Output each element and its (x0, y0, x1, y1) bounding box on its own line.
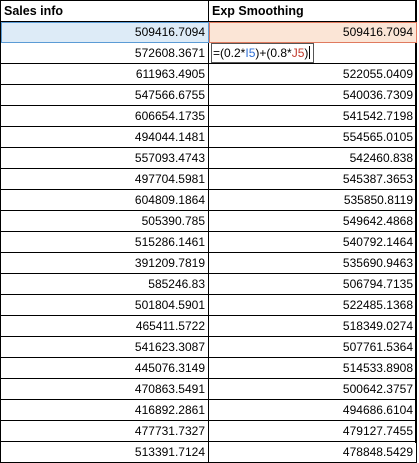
formula-ref-j5: J5 (291, 46, 305, 60)
sales-cell[interactable]: 606654.1735 (0, 105, 209, 127)
table-row: 505390.785 549642.4868 (0, 210, 417, 232)
smoothing-cell[interactable]: 549642.4868 (208, 210, 417, 232)
smoothing-cell[interactable]: 478848.5429 (208, 441, 417, 463)
formula-prefix: =(0.2* (213, 46, 246, 60)
sales-cell[interactable]: 541623.3087 (0, 336, 209, 358)
sales-cell[interactable]: 465411.5722 (0, 315, 209, 337)
table-row: 515286.1461 540792.1464 (0, 231, 417, 253)
sales-cell[interactable]: 501804.5901 (0, 294, 209, 316)
sales-cell[interactable]: 572608.3671 (0, 42, 209, 64)
table-row: 445076.3149 514533.8908 (0, 357, 417, 379)
smoothing-cell[interactable]: 518349.0274 (208, 315, 417, 337)
sales-cell[interactable]: 547566.6755 (0, 84, 209, 106)
table-row: 547566.6755 540036.7309 (0, 84, 417, 106)
formula-middle: )+(0.8* (255, 46, 292, 60)
smoothing-cell[interactable]: 514533.8908 (208, 357, 417, 379)
smoothing-cell[interactable]: 500642.3757 (208, 378, 417, 400)
table-row: 572608.3671 =(0.2*I5)+(0.8*J5) (0, 42, 417, 64)
sales-cell[interactable]: 604809.1864 (0, 189, 209, 211)
table-row: 611963.4905 522055.0409 (0, 63, 417, 85)
sales-cell[interactable]: 515286.1461 (0, 231, 209, 253)
sales-cell[interactable]: 391209.7819 (0, 252, 209, 274)
sales-cell[interactable]: 445076.3149 (0, 357, 209, 379)
sales-cell[interactable]: 477731.7327 (0, 420, 209, 442)
sales-cell[interactable]: 494044.1481 (0, 126, 209, 148)
table-row: 501804.5901 522485.1368 (0, 294, 417, 316)
header-row: Sales info Exp Smoothing (0, 0, 417, 22)
table-row: 465411.5722 518349.0274 (0, 315, 417, 337)
table-row: 604809.1864 535850.8119 (0, 189, 417, 211)
smoothing-cell[interactable]: 535850.8119 (208, 189, 417, 211)
smoothing-cell[interactable]: 506794.7135 (208, 273, 417, 295)
table-row: 391209.7819 535690.9463 (0, 252, 417, 274)
smoothing-cell[interactable]: 522485.1368 (208, 294, 417, 316)
table-row: 494044.1481 554565.0105 (0, 126, 417, 148)
smoothing-cell[interactable]: 479127.7455 (208, 420, 417, 442)
smoothing-cell[interactable]: 540036.7309 (208, 84, 417, 106)
header-sales-info[interactable]: Sales info (0, 0, 209, 22)
sales-cell[interactable]: 505390.785 (0, 210, 209, 232)
smoothing-cell[interactable]: 554565.0105 (208, 126, 417, 148)
table-row: 509416.7094 509416.7094 (0, 21, 417, 43)
table-row: 477731.7327 479127.7455 (0, 420, 417, 442)
formula-input[interactable]: =(0.2*I5)+(0.8*J5) (211, 43, 315, 63)
text-caret (309, 46, 311, 59)
smoothing-cell[interactable]: 542460.838 (208, 147, 417, 169)
sales-cell[interactable]: 557093.4743 (0, 147, 209, 169)
smoothing-cell[interactable]: 507761.5364 (208, 336, 417, 358)
smoothing-cell[interactable]: 540792.1464 (208, 231, 417, 253)
sales-cell[interactable]: 611963.4905 (0, 63, 209, 85)
formula-suffix: ) (304, 46, 309, 60)
sales-cell[interactable]: 470863.5491 (0, 378, 209, 400)
table-row: 606654.1735 541542.7198 (0, 105, 417, 127)
sales-cell[interactable]: 585246.83 (0, 273, 209, 295)
smoothing-cell[interactable]: 522055.0409 (208, 63, 417, 85)
formula-edit-cell[interactable]: =(0.2*I5)+(0.8*J5) (208, 42, 417, 64)
table-row: 585246.83 506794.7135 (0, 273, 417, 295)
table-row: 416892.2861 494686.6104 (0, 399, 417, 421)
sales-cell[interactable]: 497704.5981 (0, 168, 209, 190)
smoothing-cell[interactable]: 545387.3653 (208, 168, 417, 190)
table-row: 557093.4743 542460.838 (0, 147, 417, 169)
table-row: 497704.5981 545387.3653 (0, 168, 417, 190)
smoothing-cell[interactable]: 494686.6104 (208, 399, 417, 421)
table-row: 541623.3087 507761.5364 (0, 336, 417, 358)
sales-cell[interactable]: 416892.2861 (0, 399, 209, 421)
sales-cell[interactable]: 513391.7124 (0, 441, 209, 463)
smoothing-cell[interactable]: 509416.7094 (208, 21, 417, 43)
table-row: 513391.7124 478848.5429 (0, 441, 417, 463)
smoothing-cell[interactable]: 535690.9463 (208, 252, 417, 274)
sales-cell[interactable]: 509416.7094 (0, 21, 209, 43)
smoothing-cell[interactable]: 541542.7198 (208, 105, 417, 127)
formula-ref-i5: I5 (245, 46, 256, 60)
header-exp-smoothing[interactable]: Exp Smoothing (208, 0, 417, 22)
table-row: 470863.5491 500642.3757 (0, 378, 417, 400)
